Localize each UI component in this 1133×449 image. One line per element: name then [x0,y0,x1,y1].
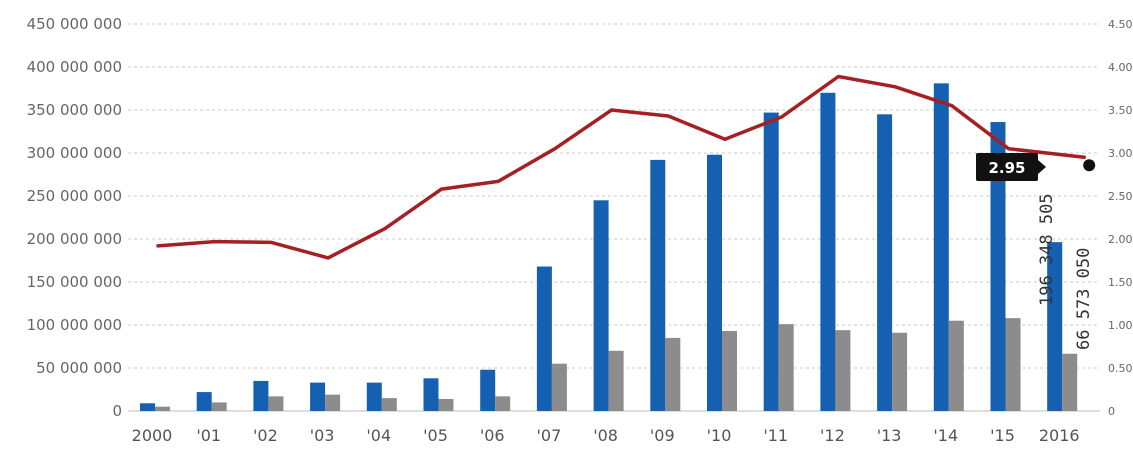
y2-tick-label: 1.00 [1108,319,1133,332]
bar-series-b [211,402,227,411]
line-series [156,74,1096,260]
y-tick-label: 150 000 000 [27,273,122,291]
bar-series-b [835,330,851,411]
bar-series-a [877,114,893,412]
x-tick-label: '04 [366,426,391,445]
bar-series-b [155,406,170,411]
line-end-marker [1083,159,1096,172]
bar-series-a [536,266,552,411]
y2-tick-label: 3.00 [1108,147,1133,160]
bar-series-b [892,332,908,411]
bar-series-b [665,337,681,411]
bar-series-a [650,159,666,411]
bar-series-b [325,394,341,411]
x-tick-label: '15 [990,426,1015,445]
x-tick-label: 2016 [1039,426,1080,445]
bar-series-a [990,122,1006,411]
y-tick-label: 50 000 000 [36,359,122,377]
x-tick-label: '10 [707,426,732,445]
bar-series-a [763,112,779,411]
y-tick-label: 300 000 000 [27,144,122,162]
x-tick-label: '07 [537,426,562,445]
y-tick-label: 400 000 000 [27,58,122,76]
bar-series-b [381,398,397,411]
x-tick-label: '02 [253,426,278,445]
callout-box [976,153,1038,181]
bar-series-a [480,369,496,411]
bar-series-a [140,403,155,411]
y-tick-label: 250 000 000 [27,187,122,205]
bar-series-a [933,83,949,411]
bar-series-a [423,378,439,411]
bar-series-b [778,324,794,411]
x-tick-label: '05 [423,426,448,445]
y2-tick-label: 4.50 [1108,18,1133,31]
callout-pointer [1038,160,1046,174]
callout-text: 2.95 [988,159,1025,177]
bar-series-a [593,200,609,411]
y-tick-label: 350 000 000 [27,101,122,119]
bar-series-b [948,320,964,411]
y-tick-label: 100 000 000 [27,316,122,334]
x-tick-label: '01 [196,426,221,445]
x-tick-label: '11 [763,426,788,445]
bar-series-b [722,331,737,411]
bar-series-b [268,396,284,411]
bar-series-b [1005,318,1021,411]
bar-series-b [495,396,511,411]
y2-tick-label: 0 [1108,405,1115,418]
bar-series-b [608,350,624,411]
y2-tick-label: 0.50 [1108,362,1133,375]
bar-series-a [820,92,836,412]
bars [140,83,1078,412]
x-tick-label: '09 [650,426,675,445]
bar-b-last-label: 66 573 050 [1074,248,1094,350]
bar-series-a [1047,242,1063,411]
line-series-path [156,74,1086,260]
y2-tick-label: 2.50 [1108,190,1133,203]
y2-tick-label: 4.00 [1108,61,1133,74]
bar-series-a [196,392,212,411]
x-tick-label: '14 [933,426,958,445]
x-tick-label: '12 [820,426,845,445]
y-tick-label: 200 000 000 [27,230,122,248]
y-tick-label: 450 000 000 [27,15,122,33]
bar-series-a [366,382,382,411]
annotations: 196 348 505 66 573 050 2.95 [976,153,1094,350]
y2-tick-label: 3.50 [1108,104,1133,117]
left-axis-ticks: 0 50 000 000 100 000 000 150 000 000 200 000… [27,15,122,420]
x-tick-label: '03 [310,426,335,445]
x-tick-label: 2000 [132,426,173,445]
x-axis-ticks: 2000 '01 '02 '03 '04 '05 '06 '07 '08 '09 '10 '11 '12… [132,426,1080,445]
y2-tick-label: 2.00 [1108,233,1133,246]
bar-series-a [253,380,269,411]
x-tick-label: '08 [593,426,618,445]
bar-series-b [1062,353,1078,411]
bar-series-b [438,398,454,411]
bar-series-b [551,363,567,411]
y-tick-label: 0 [112,402,122,420]
line-last-callout: 2.95 [976,153,1046,181]
y2-tick-label: 1.50 [1108,276,1133,289]
bar-series-a [707,154,722,411]
x-tick-label: '13 [877,426,902,445]
bar-a-last-label: 196 348 505 [1037,193,1057,306]
x-tick-label: '06 [480,426,505,445]
right-axis-ticks: 0 0.50 1.00 1.50 2.00 2.50 3.00 3.50 4.00 4.50 [1108,18,1133,418]
bar-series-a [310,382,326,411]
